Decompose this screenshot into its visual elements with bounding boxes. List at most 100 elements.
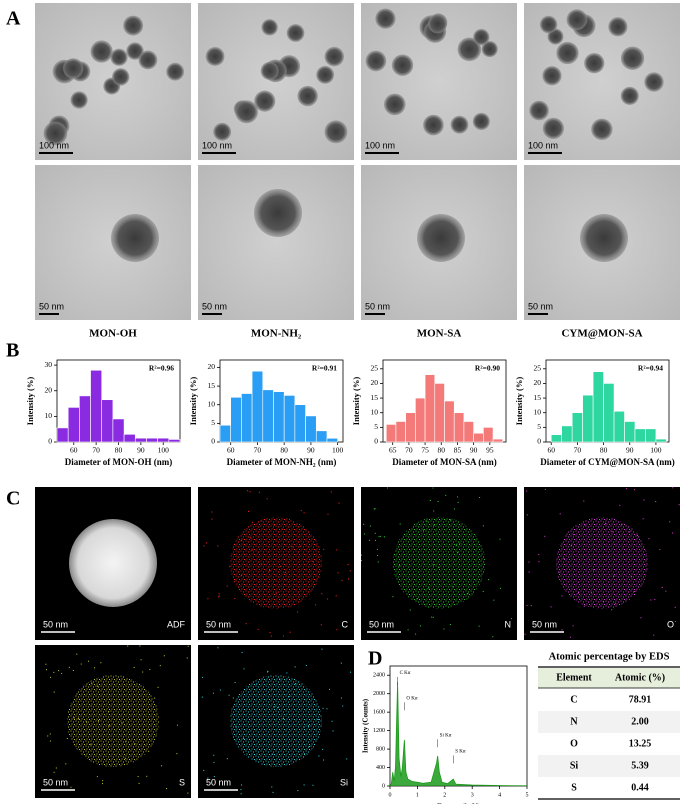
map-dot (274, 706, 276, 708)
map-dot (211, 518, 213, 520)
x-tick-label: 70 (405, 446, 413, 455)
map-dot (289, 631, 291, 633)
y-tick-label: 20 (45, 385, 53, 394)
histogram-bar (483, 427, 494, 443)
map-dot (154, 697, 156, 699)
map-dot (203, 769, 205, 771)
map-dot (163, 655, 165, 657)
map-dot (459, 542, 461, 544)
y-axis-label: Intensity (%) (351, 377, 361, 426)
map-dot (665, 590, 667, 592)
map-dot (482, 590, 484, 592)
nanoparticle (383, 93, 406, 116)
histogram-bar (219, 424, 231, 443)
map-dot (432, 616, 434, 618)
nanoparticle (90, 40, 113, 63)
map-dot (295, 683, 297, 685)
x-tick-label: 80 (115, 446, 123, 455)
map-dot (363, 523, 365, 525)
map-dot (283, 635, 285, 637)
element-label: O (667, 619, 674, 629)
map-dot (374, 532, 376, 534)
panel-label: D (368, 648, 382, 670)
x-tick-label: 90 (626, 446, 634, 455)
map-dot (332, 730, 334, 732)
map-dot (376, 548, 378, 550)
map-dot (256, 683, 258, 685)
map-dot (94, 667, 96, 669)
histogram-bar (168, 439, 181, 443)
nanoparticle (213, 122, 232, 141)
map-dot (323, 548, 325, 550)
nanoparticle (43, 121, 68, 146)
table-header: Element (556, 672, 592, 683)
histogram-bar (157, 437, 170, 443)
map-dot (201, 696, 203, 698)
map-dot (346, 758, 348, 760)
histogram-bar (262, 389, 274, 443)
table-cell: C (570, 694, 577, 705)
table-row-bg (538, 711, 680, 733)
map-dot (380, 535, 382, 537)
scale-bar-label: 50 nm (365, 301, 390, 311)
map-dot (269, 570, 271, 572)
map-dot (88, 660, 90, 662)
map-dot (97, 720, 99, 722)
map-dot (186, 657, 188, 659)
map-dot (73, 717, 75, 719)
map-dot (241, 574, 243, 576)
y-tick-label: 800 (376, 746, 385, 752)
map-dot (49, 733, 51, 735)
map-dot (640, 617, 642, 619)
map-dot (266, 498, 268, 500)
map-dot (45, 663, 47, 665)
map-dot (80, 663, 82, 665)
histogram-bar (492, 438, 504, 443)
map-dot (300, 510, 302, 512)
map-dot (280, 566, 282, 568)
map-dot (429, 499, 431, 501)
map-dot (449, 624, 451, 626)
map-dot (605, 522, 607, 524)
histogram-bar (645, 428, 657, 443)
y-tick-label: 10 (45, 411, 53, 420)
map-dot (288, 696, 290, 698)
map-dot (207, 777, 209, 779)
map-dot (467, 593, 469, 595)
nanoparticle (644, 72, 664, 92)
adf-particle (69, 519, 157, 607)
map-dot (76, 653, 78, 655)
scale-bar-label: 50 nm (206, 777, 231, 787)
map-dot (146, 775, 148, 777)
scale-bar-label: 100 nm (528, 140, 558, 150)
map-dot (243, 668, 245, 670)
map-dot (50, 676, 52, 678)
nanoparticle (112, 68, 130, 86)
map-dot (499, 538, 501, 540)
map-dot (304, 753, 306, 755)
map-dot (661, 586, 663, 588)
histogram-bar (67, 407, 80, 443)
map-dot (648, 538, 650, 540)
y-tick-label: 5 (537, 422, 541, 431)
map-dot (492, 636, 494, 638)
histogram-bar (251, 370, 264, 443)
map-dot (157, 686, 159, 688)
map-dot (654, 599, 656, 601)
histogram-bar (582, 394, 594, 443)
y-tick-label: 20 (371, 378, 379, 387)
map-dot (559, 513, 561, 515)
table-row-bg (538, 755, 680, 777)
map-dot (318, 755, 320, 757)
map-dot (428, 587, 430, 589)
map-dot (328, 688, 330, 690)
y-tick-label: 15 (371, 393, 379, 402)
scale-bar-label: 50 nm (43, 619, 68, 629)
map-dot (383, 536, 385, 538)
map-dot (634, 591, 636, 593)
y-axis-label: Intensity (%) (188, 377, 198, 426)
element-map (230, 517, 322, 609)
map-dot (538, 554, 540, 556)
y-tick-label: 20 (534, 378, 542, 387)
nanoparticle (428, 14, 447, 34)
